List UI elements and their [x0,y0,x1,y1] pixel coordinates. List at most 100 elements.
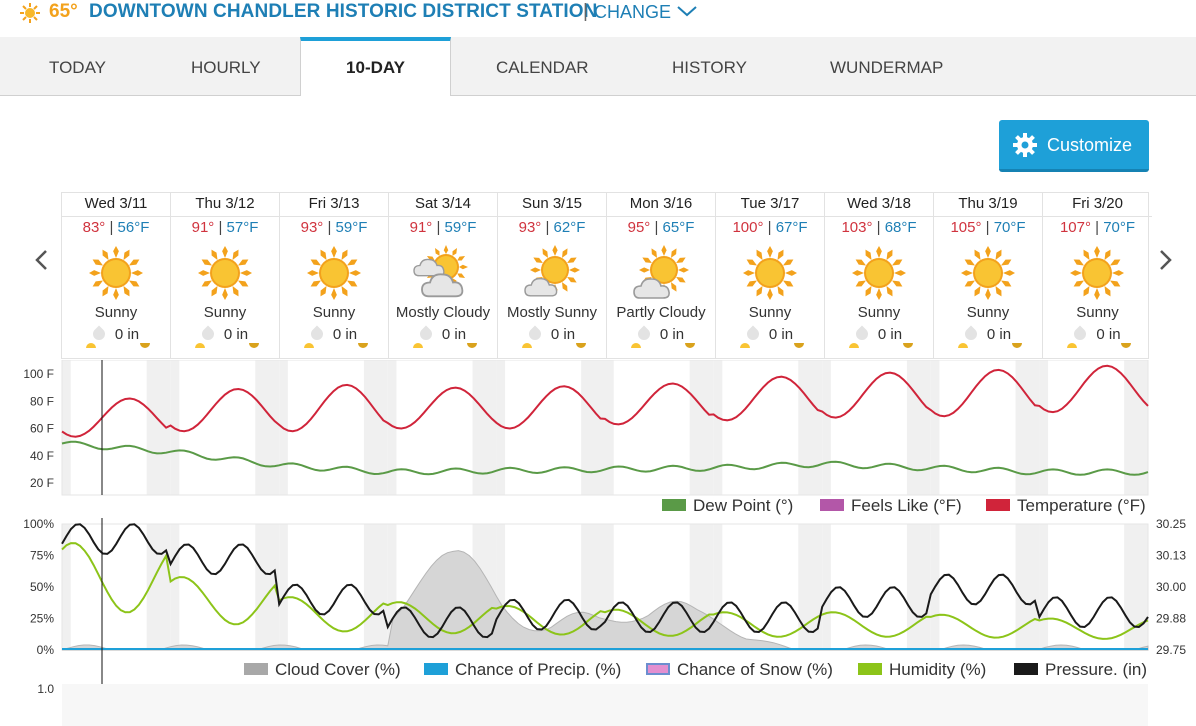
high-temp: 95° [627,219,651,236]
night-band [255,360,280,495]
sunrise-icon [958,343,968,348]
day-precip: 0 in [934,325,1042,343]
day-card[interactable]: Thu 3/12 91° | 57°F Sunny 0 in [171,193,280,359]
day-card[interactable]: Wed 3/11 83° | 56°F Sunny 0 in [62,193,171,359]
legend-label: Pressure. (in) [1045,660,1148,679]
tab-hourly[interactable]: HOURLY [191,58,261,77]
sunny-icon [198,246,252,300]
day-condition: Sunny [203,304,247,321]
day-card[interactable]: Thu 3/19 105° | 70°F Sunny 0 in [934,193,1043,359]
high-temp: 91° [191,219,215,236]
tab-history[interactable]: HISTORY [672,58,747,77]
customize-button[interactable]: Customize [999,120,1149,172]
chevron-right-icon[interactable] [1158,248,1174,272]
sunset-icon [467,343,477,348]
temp-separator: | [432,219,445,236]
night-band [1039,524,1049,650]
day-date: Fri 3/13 [308,195,360,212]
separator: | [583,1,588,22]
day-date: Mon 3/16 [629,195,693,212]
legend-chance-of-precip[interactable]: Chance of Precip. (%) [424,660,621,680]
y-tick-label-right: 29.75 [1156,643,1186,657]
sunset-icon [249,343,259,348]
night-band [62,360,71,495]
low-temp: 68°F [884,219,917,236]
y-tick-label: 1.0 [37,682,54,696]
day-card[interactable]: Sat 3/14 91° | 59°F Mostly Cloudy 0 in [389,193,498,359]
y-tick-label-right: 30.00 [1156,580,1186,594]
day-temps: 91° | 59°F [389,219,497,236]
day-date: Sat 3/14 [415,195,471,212]
legend-temperature[interactable]: Temperature (°F) [986,496,1146,516]
day-temps: 107° | 70°F [1043,219,1152,236]
y-tick-label-left: 25% [30,612,54,626]
divider [498,216,606,217]
temp-separator: | [105,219,118,236]
day-card[interactable]: Fri 3/20 107° | 70°F Sunny 0 in [1043,193,1152,359]
night-band [713,524,723,650]
tab-today[interactable]: TODAY [49,58,106,77]
temp-separator: | [872,219,885,236]
divider [607,216,715,217]
tab-wundermap[interactable]: WUNDERMAP [830,58,944,77]
y-tick-label-left: 0% [37,643,55,657]
night-band [146,360,171,495]
day-card[interactable]: Mon 3/16 95° | 65°F Partly Cloudy 0 in [607,193,716,359]
legend-pressure[interactable]: Pressure. (in) [1014,660,1147,680]
high-temp: 105° [950,219,982,236]
legend-humidity[interactable]: Humidity (%) [858,660,986,680]
tab-10-day[interactable]: 10-DAY [300,37,451,96]
sunrise-icon [1067,343,1077,348]
sunrise-icon [413,343,423,348]
day-precip: 0 in [825,325,933,343]
station-header: 65° DOWNTOWN CHANDLER HISTORIC DISTRICT … [0,0,1196,24]
legend-feels-like[interactable]: Feels Like (°F) [820,496,962,516]
day-condition: Mostly Cloudy [395,304,491,321]
tab-calendar[interactable]: CALENDAR [496,58,589,77]
day-card[interactable]: Sun 3/15 93° | 62°F Mostly Sunny 0 in [498,193,607,359]
sunny-icon [743,246,797,300]
precip-amount: 0 in [768,326,794,343]
chevron-left-icon[interactable] [33,248,49,272]
mostly-cloudy-icon [413,245,468,298]
day-card[interactable]: Wed 3/18 103° | 68°F Sunny 0 in [825,193,934,359]
night-band [906,360,931,495]
legend-chance-of-snow[interactable]: Chance of Snow (%) [646,660,833,680]
legend-label: Temperature (°F) [1017,496,1146,515]
sunset-icon [140,343,150,348]
night-band [822,360,831,495]
legend-dew-point[interactable]: Dew Point (°) [662,496,793,516]
day-card[interactable]: Tue 3/17 100° | 67°F Sunny 0 in [716,193,825,359]
raindrop-icon [744,325,762,343]
day-card[interactable]: Fri 3/13 93° | 59°F Sunny 0 in [280,193,389,359]
legend-swatch [858,663,882,675]
chevron-down-icon[interactable] [676,4,698,18]
raindrop-icon [635,325,653,343]
day-temps: 95° | 65°F [607,219,715,236]
precip-amount: 0 in [332,326,358,343]
raindrop-icon [90,325,108,343]
day-condition: Sunny [748,304,792,321]
raindrop-icon [1071,325,1089,343]
day-precip: 0 in [62,325,170,343]
night-band [1039,360,1049,495]
sunny-icon [20,3,40,23]
sunny-icon [1070,246,1124,300]
night-band [472,360,497,495]
day-temps: 93° | 62°F [498,219,606,236]
sunrise-icon [86,343,96,348]
sunny-icon [89,246,143,300]
divider [1043,216,1152,217]
legend-swatch [1014,663,1038,675]
day-date: Tue 3/17 [740,195,800,212]
night-band [605,524,614,650]
sunset-icon [903,343,913,348]
day-condition: Partly Cloudy [616,304,706,321]
legend-label: Cloud Cover (%) [275,660,401,679]
change-station-link[interactable]: CHANGE [594,2,672,22]
sunny-icon [852,246,906,300]
low-temp: 70°F [993,219,1026,236]
legend-cloud-cover[interactable]: Cloud Cover (%) [244,660,401,680]
divider [280,216,388,217]
night-band [387,360,397,495]
